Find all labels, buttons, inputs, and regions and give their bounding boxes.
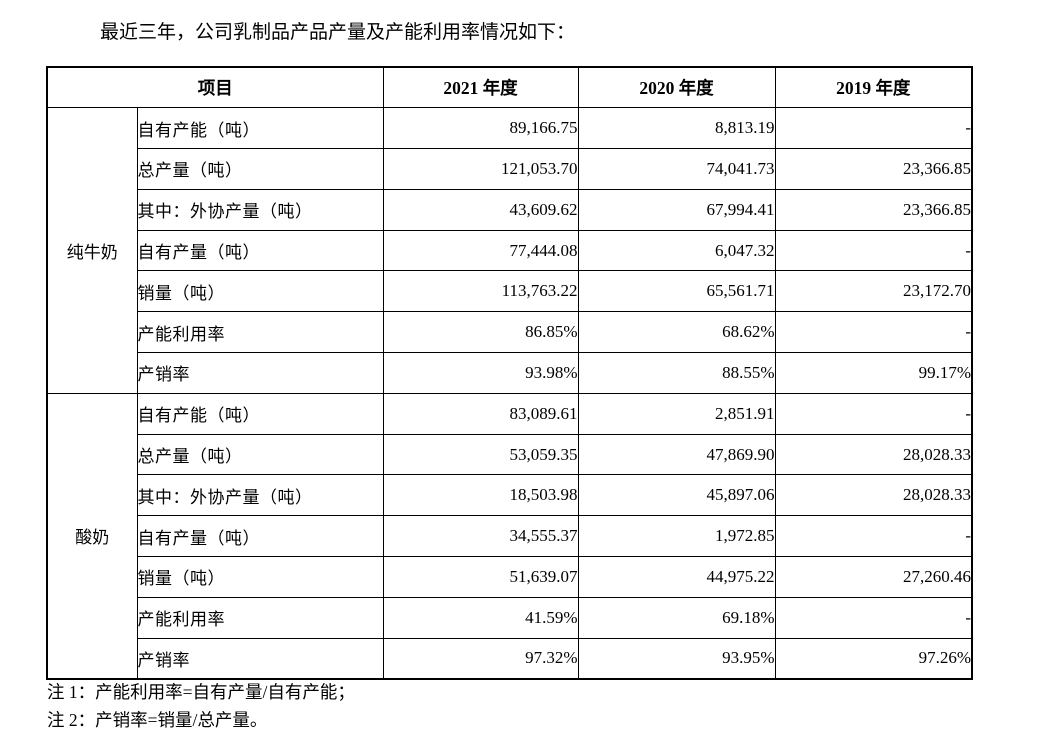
- cell-value: 67,994.41: [577, 188, 776, 231]
- cell-value: 53,059.35: [382, 433, 579, 476]
- cell-value: 34,555.37: [382, 515, 579, 558]
- table-row: 其中：外协产量（吨） 43,609.62 67,994.41 23,366.85: [47, 188, 973, 231]
- cell-value: 74,041.73: [577, 148, 776, 190]
- col-header-item: 项目: [46, 66, 384, 109]
- production-capacity-table: 项目 2021 年度 2020 年度 2019 年度 纯牛奶 自有产能（吨） 8…: [46, 66, 973, 680]
- cell-value: 97.32%: [382, 637, 579, 680]
- row-label: 产能利用率: [136, 596, 384, 639]
- cell-value: 68.62%: [577, 311, 776, 354]
- cell-value: 86.85%: [382, 311, 579, 354]
- table-row: 产能利用率 86.85% 68.62% -: [47, 311, 973, 354]
- cell-value: 23,172.70: [774, 270, 973, 313]
- cell-value: 1,972.85: [577, 515, 776, 558]
- row-label: 销量（吨）: [136, 556, 384, 598]
- row-label: 自有产能（吨）: [136, 392, 384, 435]
- cell-value: 47,869.90: [577, 433, 776, 476]
- cell-value: 28,028.33: [774, 474, 973, 517]
- col-header-2021: 2021 年度: [382, 66, 579, 109]
- table-header-row: 项目 2021 年度 2020 年度 2019 年度: [46, 66, 973, 109]
- table-row: 销量（吨） 51,639.07 44,975.22 27,260.46: [47, 556, 973, 598]
- cell-value: -: [774, 515, 973, 558]
- cell-value: 93.95%: [577, 637, 776, 680]
- row-label: 销量（吨）: [136, 270, 384, 313]
- cell-value: 51,639.07: [382, 556, 579, 598]
- cell-value: -: [774, 311, 973, 354]
- cell-value: 113,763.22: [382, 270, 579, 313]
- table-row: 销量（吨） 113,763.22 65,561.71 23,172.70: [47, 270, 973, 313]
- cell-value: 77,444.08: [382, 229, 579, 272]
- cell-value: 23,366.85: [774, 188, 973, 231]
- table-row: 纯牛奶 自有产能（吨） 89,166.75 8,813.19 -: [46, 107, 973, 394]
- table-row: 产销率 97.32% 93.95% 97.26%: [47, 637, 973, 680]
- note-2: 注 2：产销率=销量/总产量。: [47, 709, 268, 730]
- note-1: 注 1：产能利用率=自有产量/自有产能；: [47, 682, 355, 702]
- cell-value: 44,975.22: [577, 556, 776, 598]
- table-row: 自有产量（吨） 77,444.08 6,047.32 -: [47, 229, 973, 272]
- group-cell-yogurt: 酸奶: [46, 392, 138, 680]
- row-label: 产能利用率: [136, 311, 384, 354]
- cell-value: 23,366.85: [774, 148, 973, 190]
- table-row: 总产量（吨） 53,059.35 47,869.90 28,028.33: [47, 433, 973, 476]
- row-label: 自有产量（吨）: [136, 229, 384, 272]
- table-row: 产能利用率 41.59% 69.18% -: [47, 596, 973, 639]
- intro-text: 最近三年，公司乳制品产品产量及产能利用率情况如下：: [100, 22, 576, 43]
- row-label: 总产量（吨）: [136, 433, 384, 476]
- cell-value: 41.59%: [382, 596, 579, 639]
- cell-value: 83,089.61: [382, 392, 579, 435]
- cell-value: -: [774, 107, 973, 150]
- cell-value: 65,561.71: [577, 270, 776, 313]
- row-label: 自有产能（吨）: [136, 107, 384, 150]
- cell-value: 2,851.91: [577, 392, 776, 435]
- footnotes: 注 1：产能利用率=自有产量/自有产能； 注 2：产销率=销量/总产量。: [47, 679, 355, 734]
- row-label: 自有产量（吨）: [136, 515, 384, 558]
- row-label: 产销率: [136, 637, 384, 680]
- table-row: 酸奶 自有产能（吨） 83,089.61 2,851.91 -: [46, 392, 973, 680]
- cell-value: 69.18%: [577, 596, 776, 639]
- group-cell-pure-milk: 纯牛奶: [46, 107, 138, 394]
- cell-value: 88.55%: [577, 352, 776, 394]
- cell-value: -: [774, 392, 973, 435]
- cell-value: -: [774, 229, 973, 272]
- cell-value: 93.98%: [382, 352, 579, 394]
- table-row: 自有产量（吨） 34,555.37 1,972.85 -: [47, 515, 973, 558]
- cell-value: 27,260.46: [774, 556, 973, 598]
- col-header-2019: 2019 年度: [774, 66, 973, 109]
- cell-value: 28,028.33: [774, 433, 973, 476]
- cell-value: 18,503.98: [382, 474, 579, 517]
- table-row: 总产量（吨） 121,053.70 74,041.73 23,366.85: [47, 148, 973, 190]
- cell-value: 6,047.32: [577, 229, 776, 272]
- table-row: 产销率 93.98% 88.55% 99.17%: [47, 352, 973, 394]
- cell-value: 45,897.06: [577, 474, 776, 517]
- row-label: 总产量（吨）: [136, 148, 384, 190]
- table-row: 其中：外协产量（吨） 18,503.98 45,897.06 28,028.33: [47, 474, 973, 517]
- row-label: 产销率: [136, 352, 384, 394]
- cell-value: 121,053.70: [382, 148, 579, 190]
- cell-value: -: [774, 596, 973, 639]
- cell-value: 43,609.62: [382, 188, 579, 231]
- cell-value: 97.26%: [774, 637, 973, 680]
- cell-value: 8,813.19: [577, 107, 776, 150]
- row-label: 其中：外协产量（吨）: [136, 474, 384, 517]
- col-header-2020: 2020 年度: [577, 66, 776, 109]
- cell-value: 89,166.75: [382, 107, 579, 150]
- cell-value: 99.17%: [774, 352, 973, 394]
- row-label: 其中：外协产量（吨）: [136, 188, 384, 231]
